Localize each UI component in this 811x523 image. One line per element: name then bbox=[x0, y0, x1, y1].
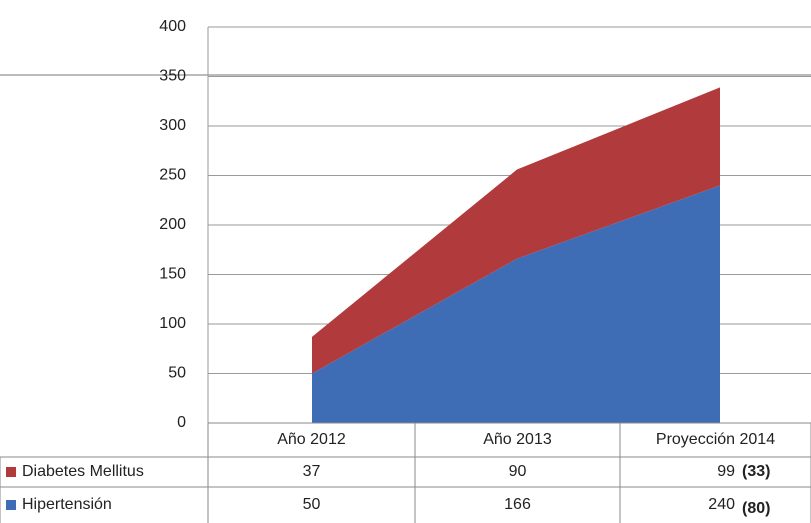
table-value: 99 bbox=[717, 463, 735, 480]
y-tick-label: 200 bbox=[159, 216, 186, 233]
table-value: 166 bbox=[504, 496, 531, 513]
y-tick-label: 150 bbox=[159, 266, 186, 283]
x-tick-label: Año 2013 bbox=[483, 431, 552, 448]
y-tick-label: 350 bbox=[159, 68, 186, 85]
table-value: 37 bbox=[303, 463, 321, 480]
annotation: (33) bbox=[742, 463, 770, 480]
legend-label: Diabetes Mellitus bbox=[22, 463, 144, 480]
table-value: 50 bbox=[303, 496, 321, 513]
table-value: 240 bbox=[708, 496, 735, 513]
legend-swatch bbox=[6, 467, 16, 477]
table-value: 90 bbox=[509, 463, 527, 480]
legend-label: Hipertensión bbox=[22, 496, 112, 513]
x-tick-label: Año 2012 bbox=[277, 431, 346, 448]
y-tick-label: 300 bbox=[159, 117, 186, 134]
area bbox=[312, 87, 720, 374]
y-tick-label: 250 bbox=[159, 167, 186, 184]
area bbox=[312, 185, 720, 423]
legend-swatch bbox=[6, 500, 16, 510]
y-tick-label: 0 bbox=[177, 414, 186, 431]
y-tick-label: 100 bbox=[159, 315, 186, 332]
y-tick-label: 50 bbox=[168, 365, 186, 382]
x-tick-label: Proyección 2014 bbox=[656, 431, 775, 448]
y-tick-label: 400 bbox=[159, 18, 186, 35]
annotation: (80) bbox=[742, 500, 770, 517]
